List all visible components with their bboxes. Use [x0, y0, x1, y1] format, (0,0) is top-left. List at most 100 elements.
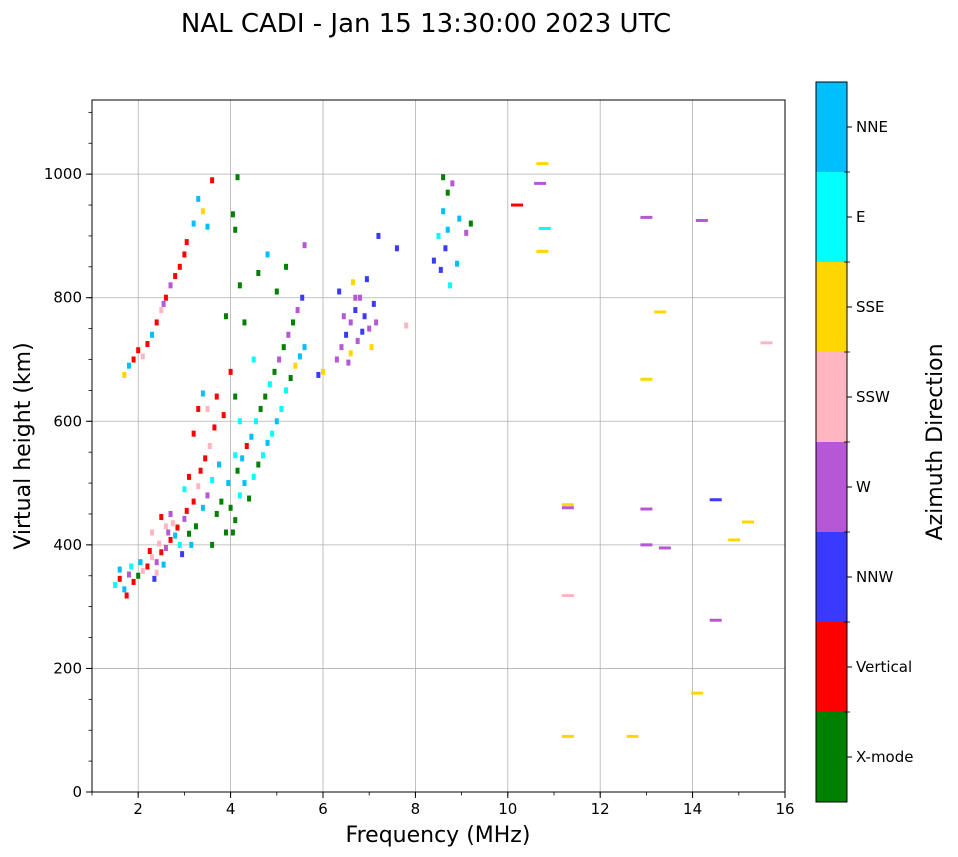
data-point [244, 443, 249, 449]
data-point [163, 544, 168, 551]
data-point [288, 375, 293, 382]
data-point [203, 455, 208, 462]
data-point [695, 218, 708, 222]
data-point [371, 300, 376, 307]
x-tick-label: 6 [318, 800, 328, 818]
chart-title: NAL CADI - Jan 15 13:30:00 2023 UTC [181, 9, 671, 39]
data-point [168, 282, 173, 289]
plot-area [92, 100, 785, 792]
colorbar-tick-label: SSE [856, 298, 885, 316]
data-point [316, 371, 321, 378]
data-point [443, 245, 448, 252]
data-point [177, 541, 182, 548]
data-point [196, 405, 201, 412]
data-point [339, 344, 344, 351]
data-point [177, 263, 182, 270]
x-tick-label: 16 [775, 800, 794, 818]
data-point [353, 307, 358, 314]
data-point [228, 368, 233, 375]
data-point [353, 294, 358, 301]
data-point [237, 492, 242, 499]
data-point [277, 356, 282, 363]
data-point [242, 480, 247, 487]
data-point [348, 319, 353, 326]
colorbar-swatch [816, 712, 847, 802]
data-point [254, 418, 259, 425]
data-point [138, 559, 143, 566]
data-point [226, 480, 231, 487]
data-point [205, 223, 210, 230]
data-point [334, 356, 339, 363]
data-point [233, 226, 238, 233]
colorbar-swatch [816, 172, 847, 262]
colorbar-swatch [816, 532, 847, 622]
data-point [536, 162, 549, 166]
azimuth-colorbar: X-mode Vertical NNW W SSW SSE E NNE [815, 81, 913, 803]
data-point [187, 473, 192, 480]
colorbar-label: Azimuth Direction [923, 343, 948, 540]
data-point [230, 211, 235, 218]
data-point [210, 541, 215, 548]
colorbar-swatch [816, 262, 847, 352]
y-tick-label: 800 [53, 289, 82, 307]
data-point [538, 227, 551, 231]
data-point [281, 344, 286, 351]
x-tick-label: 12 [591, 800, 610, 818]
colorbar-tick-label: E [856, 208, 865, 226]
data-point [210, 177, 215, 184]
data-point [561, 734, 574, 738]
y-axis-label: Virtual height (km) [11, 342, 36, 549]
data-point [441, 208, 446, 215]
x-axis-label: Frequency (MHz) [346, 823, 531, 848]
data-point [337, 288, 342, 295]
data-point [355, 337, 360, 344]
x-tick-label: 4 [226, 800, 236, 818]
y-axis-ticks: 0 200 400 600 800 1000 [44, 111, 92, 801]
data-point [191, 220, 196, 227]
data-point [131, 578, 136, 585]
data-point [136, 572, 141, 579]
data-point [117, 575, 122, 582]
data-point [124, 592, 129, 599]
data-point [154, 319, 159, 326]
data-point [233, 452, 238, 459]
data-point [640, 377, 653, 381]
data-point [223, 529, 228, 536]
data-point [140, 567, 145, 574]
data-point [263, 393, 268, 400]
data-point [168, 510, 173, 517]
data-point [321, 368, 325, 375]
data-point [260, 452, 265, 459]
colorbar-swatch [816, 622, 847, 712]
data-point [286, 331, 291, 338]
data-point [145, 341, 150, 348]
data-point [247, 495, 252, 502]
colorbar-tick-label: NNW [856, 568, 893, 586]
data-point [279, 405, 284, 412]
data-point [450, 180, 455, 187]
data-point [240, 455, 245, 462]
data-point [258, 405, 263, 412]
data-point [131, 356, 136, 363]
data-point [126, 362, 131, 369]
data-point [251, 473, 256, 480]
data-point [272, 368, 277, 375]
data-point [654, 310, 667, 314]
data-point [228, 504, 233, 511]
data-points [113, 162, 773, 738]
data-point [464, 229, 469, 236]
colorbar-tick-label: W [856, 478, 871, 496]
data-point [441, 174, 446, 181]
y-tick-label: 600 [53, 412, 82, 430]
data-point [265, 251, 270, 258]
colorbar-tick-label: Vertical [856, 658, 912, 676]
data-point [297, 353, 302, 360]
data-point [161, 300, 166, 307]
x-tick-label: 14 [683, 800, 702, 818]
data-point [360, 328, 365, 335]
data-point [251, 356, 256, 363]
data-point [154, 559, 159, 566]
data-point [561, 506, 574, 510]
data-point [163, 294, 168, 301]
data-point [200, 504, 205, 511]
